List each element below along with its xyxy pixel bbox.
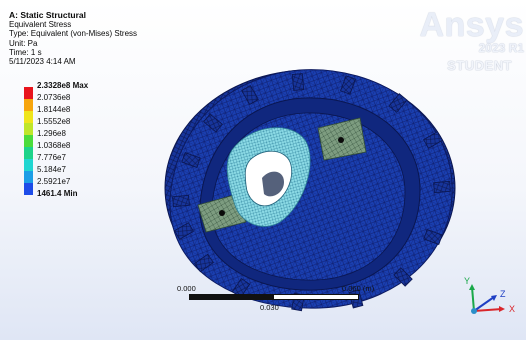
x-axis-label: X xyxy=(509,304,515,314)
result-time: Time: 1 s xyxy=(9,47,42,57)
scale-ruler: 0.000 0.060 (m) 0.030 xyxy=(172,284,382,334)
legend-swatch xyxy=(24,135,33,147)
legend-entry: 1.5552e8 xyxy=(24,117,144,135)
legend-label: 1.296e8 xyxy=(37,129,66,138)
z-axis-label: Z xyxy=(500,289,506,299)
analysis-title: A: Static Structural xyxy=(9,10,86,20)
legend-entry: 2.0736e8 xyxy=(24,93,144,111)
legend-entry: 2.5921e7 xyxy=(24,177,144,195)
z-axis-arrow xyxy=(473,296,495,312)
legend-entry: 1.296e8 xyxy=(24,129,144,147)
brand-version: 2023 R1 xyxy=(478,41,524,55)
legend-label: 2.3328e8 Max xyxy=(37,81,89,90)
legend-swatch xyxy=(24,183,33,195)
legend-swatch xyxy=(24,111,33,123)
z-axis-arrowhead xyxy=(491,295,497,301)
legend-label: 7.776e7 xyxy=(37,153,66,162)
scale-bar-fill xyxy=(190,295,274,299)
legend-entry: 5.184e7 xyxy=(24,165,144,183)
legend-swatch xyxy=(24,147,33,159)
student-badge: STUDENT xyxy=(447,58,512,73)
y-axis-label: Y xyxy=(464,276,470,286)
legend-label: 2.5921e7 xyxy=(37,177,71,186)
legend-swatch xyxy=(24,171,33,183)
hub-inner-shadow xyxy=(262,171,284,197)
legend-label: 1.8144e8 xyxy=(37,105,71,114)
scale-end-label: 0.060 (m) xyxy=(342,284,375,293)
legend-label: 1461.4 Min xyxy=(37,189,78,198)
y-axis-arrowhead xyxy=(469,284,475,290)
result-timestamp: 5/11/2023 4:14 AM xyxy=(9,57,76,67)
legend-entry: 1461.4 Min xyxy=(24,189,144,207)
result-type: Type: Equivalent (von-Mises) Stress xyxy=(9,29,138,39)
legend-swatch xyxy=(24,159,33,171)
legend-entry: 7.776e7 xyxy=(24,153,144,171)
legend-label: 1.5552e8 xyxy=(37,117,71,126)
result-header: A: Static Structural Equivalent Stress T… xyxy=(9,10,138,67)
ansys-logo: Ansys 2023 R1 xyxy=(419,6,526,67)
scale-bar xyxy=(189,294,359,300)
triad-origin xyxy=(471,308,477,314)
legend-swatch xyxy=(24,123,33,135)
legend-label: 2.0736e8 xyxy=(37,93,71,102)
legend-entry: 2.3328e8 Max xyxy=(24,81,144,99)
legend-swatch xyxy=(24,87,33,99)
legend-swatch xyxy=(24,99,33,111)
legend-label: 1.0368e8 xyxy=(37,141,71,150)
x-axis-arrow xyxy=(473,308,503,312)
legend-label: 5.184e7 xyxy=(37,165,66,174)
rim-lugs xyxy=(172,73,451,312)
bolt-hole xyxy=(219,210,225,216)
result-unit: Unit: Pa xyxy=(9,38,38,48)
legend-entry: 1.0368e8 xyxy=(24,141,144,159)
result-name: Equivalent Stress xyxy=(9,20,72,30)
brand-name: Ansys xyxy=(419,6,524,44)
bolt-hole xyxy=(338,137,344,143)
x-axis-arrowhead xyxy=(499,306,505,312)
scale-start-label: 0.000 xyxy=(177,284,196,293)
y-axis-arrow xyxy=(471,286,475,312)
scale-mid-label: 0.030 xyxy=(260,303,279,312)
axis-triad[interactable]: Y X Z xyxy=(456,275,516,325)
legend-entry: 1.8144e8 xyxy=(24,105,144,123)
